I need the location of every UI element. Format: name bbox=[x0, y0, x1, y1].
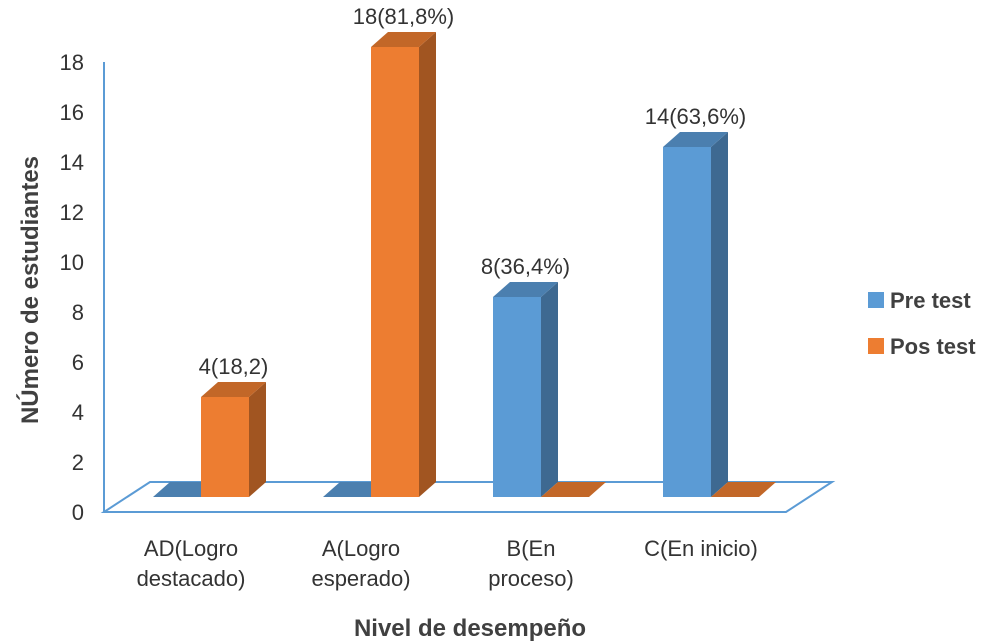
x-tick-label: AD(Logro bbox=[144, 536, 238, 561]
x-tick-label: A(Logro bbox=[322, 536, 400, 561]
bar-pre-test-2 bbox=[493, 282, 558, 497]
y-tick-label: 2 bbox=[72, 450, 84, 475]
data-label: 14(63,6%) bbox=[645, 104, 747, 129]
legend: Pre test Pos test bbox=[868, 288, 976, 359]
data-label: 8(36,4%) bbox=[481, 254, 570, 279]
y-tick-label: 16 bbox=[60, 100, 84, 125]
legend-item-pre-test: Pre test bbox=[868, 288, 971, 313]
data-label: 18(81,8%) bbox=[353, 4, 455, 29]
x-tick-label: destacado) bbox=[137, 566, 246, 591]
y-tick-label: 0 bbox=[72, 500, 84, 525]
chart-floor-layer bbox=[100, 481, 836, 513]
x-tick-label: C(En inicio) bbox=[644, 536, 758, 561]
bar-pre-test-3 bbox=[663, 132, 728, 497]
x-tick-label: B(En bbox=[507, 536, 556, 561]
y-tick-label: 4 bbox=[72, 400, 84, 425]
x-axis-title: Nivel de desempeño bbox=[354, 615, 586, 642]
y-tick-label: 18 bbox=[60, 50, 84, 75]
data-label-layer: 4(18,2) 18(81,8%) 8(36,4%) 14(63,6%) bbox=[199, 4, 747, 379]
bar-pos-test-1 bbox=[371, 32, 436, 497]
bar-pos-test-3 bbox=[711, 482, 776, 497]
legend-label: Pos test bbox=[890, 334, 976, 359]
data-label: 4(18,2) bbox=[199, 354, 269, 379]
chart-floor bbox=[100, 481, 836, 513]
y-axis-title: NÚmero de estudiantes bbox=[16, 156, 44, 424]
bar-layer bbox=[153, 32, 776, 497]
legend-item-pos-test: Pos test bbox=[868, 334, 976, 359]
y-axis: 0 2 4 6 8 10 12 14 16 18 bbox=[60, 50, 105, 525]
y-tick-label: 8 bbox=[72, 300, 84, 325]
bar-pos-test-0 bbox=[201, 382, 266, 497]
y-tick-label: 10 bbox=[60, 250, 84, 275]
y-tick-label: 6 bbox=[72, 350, 84, 375]
x-tick-label: esperado) bbox=[311, 566, 410, 591]
legend-label: Pre test bbox=[890, 288, 971, 313]
legend-swatch bbox=[868, 338, 884, 354]
x-tick-label: proceso) bbox=[488, 566, 574, 591]
x-axis-categories: AD(Logro destacado) A(Logro esperado) B(En pr… bbox=[137, 536, 758, 591]
y-tick-label: 12 bbox=[60, 200, 84, 225]
y-tick-label: 14 bbox=[60, 150, 84, 175]
legend-swatch bbox=[868, 292, 884, 308]
bar-pos-test-2 bbox=[541, 482, 606, 497]
